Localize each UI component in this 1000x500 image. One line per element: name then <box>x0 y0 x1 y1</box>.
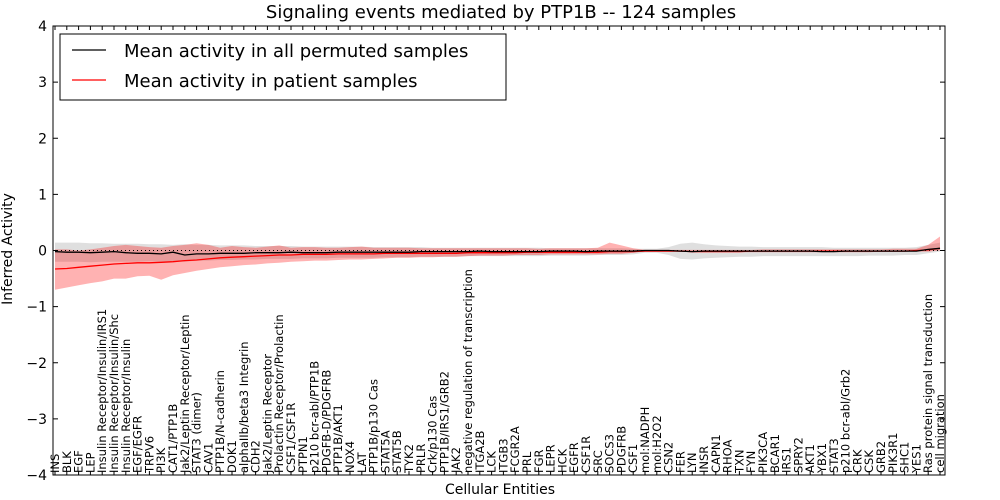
x-tick-label: LAT <box>355 451 369 473</box>
x-tick-label: alphaIIb/beta3 Integrin <box>237 341 251 473</box>
x-tick-label: CRK <box>850 449 864 473</box>
x-tick-label: BCAR1 <box>768 434 782 473</box>
x-tick-label: PI3K <box>154 447 168 473</box>
x-tick-label: CAPN1 <box>709 434 723 473</box>
x-tick-label: Insulin Receptor/Insulin <box>119 339 133 473</box>
x-tick-label: mol:NADPH <box>638 407 652 473</box>
x-tick-label: BLK <box>60 451 74 473</box>
y-tick-label: 0 <box>38 244 47 260</box>
x-tick-label: LCK <box>485 451 499 473</box>
x-tick-label: CSK <box>862 450 876 473</box>
x-tick-label: Jak2/Leptin Receptor/Leptin <box>178 315 192 474</box>
x-tick-label: CSF1/CSF1R <box>284 403 298 473</box>
y-tick-label: −2 <box>26 356 47 372</box>
x-tick-label: FER <box>673 451 687 473</box>
x-tick-label: INSR <box>697 446 711 473</box>
series-line-permuted <box>54 247 941 256</box>
x-tick-label: PDGFRB <box>614 426 628 473</box>
legend-label-permuted: Mean activity in all permuted samples <box>124 41 468 62</box>
x-tick-label: STAT5B <box>390 430 404 473</box>
x-tick-label: CAT1/PTP1B <box>166 404 180 473</box>
x-tick-label: FYN <box>744 451 758 473</box>
x-tick-label: CSF1 <box>626 444 640 473</box>
x-tick-label: TRPV6 <box>142 436 156 474</box>
legend-label-patient: Mean activity in patient samples <box>124 71 418 92</box>
x-tick-label: p210 bcr-abl/Grb2 <box>839 369 853 473</box>
legend-box <box>59 33 507 101</box>
x-tick-label: Prolactin Receptor/Prolactin <box>272 314 286 473</box>
y-tick-label: 2 <box>38 131 47 147</box>
x-tick-label: PRL <box>520 451 534 473</box>
x-tick-label: CAV1 <box>201 443 215 473</box>
x-tick-label: TYK2 <box>402 444 416 474</box>
x-tick-label: ITGA2B <box>473 430 487 473</box>
x-tick-label: p210 bcr-abl/PTP1B <box>308 361 322 473</box>
x-tick-label: EGFR <box>567 442 581 473</box>
band-patient <box>55 236 940 290</box>
y-axis-label: Inferred Activity <box>0 193 16 305</box>
x-tick-label: GRB2 <box>874 441 888 473</box>
x-tick-label: PTP1B/N-cadherin <box>213 370 227 473</box>
x-tick-label: YES1 <box>909 444 923 474</box>
x-tick-label: Insulin Receptor/Insulin/Shc <box>107 314 121 473</box>
x-tick-label: IRS1 <box>780 447 794 473</box>
x-tick-label: ITGB3 <box>496 438 510 473</box>
x-tick-label: cell migration <box>933 394 947 473</box>
x-tick-label: EGF/EGFR <box>131 416 145 473</box>
x-tick-label: FGR <box>532 449 546 473</box>
chart-title: Signaling events mediated by PTP1B -- 12… <box>266 2 736 23</box>
y-tick-label: −4 <box>26 468 47 484</box>
legend: Mean activity in all permuted samples Me… <box>59 33 507 101</box>
x-tick-label: Crk/p130 Cas <box>426 396 440 473</box>
x-tick-label: Jak2/Leptin Receptor <box>260 354 274 474</box>
x-tick-label: STAT3 (dimer) <box>190 392 204 473</box>
x-tick-label: PRLR <box>414 444 428 473</box>
x-tick-label: EGF <box>72 450 86 473</box>
x-tick-label: mol:H2O2 <box>650 415 664 473</box>
x-tick-label: PIK3R1 <box>886 433 900 474</box>
y-tick-label: 1 <box>38 187 47 203</box>
x-tick-label: Ras protein signal transduction <box>921 294 935 473</box>
x-tick-label: INS <box>48 454 62 473</box>
x-tick-label: CSF1R <box>579 436 593 473</box>
x-tick-label: PTPN1 <box>296 436 310 473</box>
x-tick-label: Insulin Receptor/Insulin/IRS1 <box>95 309 109 473</box>
x-tick-label: LYN <box>685 452 699 473</box>
x-tick-label: SOCS3 <box>603 434 617 473</box>
y-tick-label: 3 <box>38 75 47 91</box>
y-tick-label: 4 <box>38 19 47 35</box>
x-tick-label: RHOA <box>721 440 735 473</box>
x-tick-label: PIK3CA <box>756 432 770 473</box>
x-tick-label: NOX4 <box>343 441 357 473</box>
x-tick-label: PTP1B/AKT1 <box>331 404 345 473</box>
x-tick-label: JAK2 <box>449 447 463 474</box>
x-tick-label: AKT1 <box>803 444 817 473</box>
y-tick-label: −3 <box>26 412 47 428</box>
x-tick-label: CDH2 <box>249 440 263 473</box>
x-tick-label: PTP1B/p130 Cas <box>367 379 381 473</box>
x-tick-label: HCK <box>555 448 569 473</box>
x-tick-label: YBX1 <box>815 443 829 474</box>
x-tick-label: TXN <box>732 449 746 474</box>
x-tick-label: STAT3 <box>827 438 841 473</box>
y-axis: 4 3 2 1 0 −1 −2 −3 −4 <box>26 19 945 484</box>
x-tick-label: LEPR <box>544 444 558 473</box>
x-axis-label: Cellular Entities <box>445 482 555 498</box>
x-tick-label: DOK1 <box>225 440 239 473</box>
x-tick-label: negative regulation of transcription <box>461 269 475 473</box>
x-tick-label: CSN2 <box>662 442 676 473</box>
x-tick-label: PTP1B/IRS1/GRB2 <box>437 371 451 473</box>
x-tick-label: SRC <box>591 450 605 473</box>
y-tick-label: −1 <box>26 300 47 316</box>
x-tick-label: SHC1 <box>898 442 912 473</box>
x-tick-label: STAT5A <box>378 430 392 473</box>
x-tick-label: SPRY2 <box>791 437 805 473</box>
x-tick-label: FCGR2A <box>508 426 522 473</box>
x-tick-label: LEP <box>83 452 97 473</box>
x-tick-label: PDGFB-D/PDGFRB <box>319 370 333 473</box>
